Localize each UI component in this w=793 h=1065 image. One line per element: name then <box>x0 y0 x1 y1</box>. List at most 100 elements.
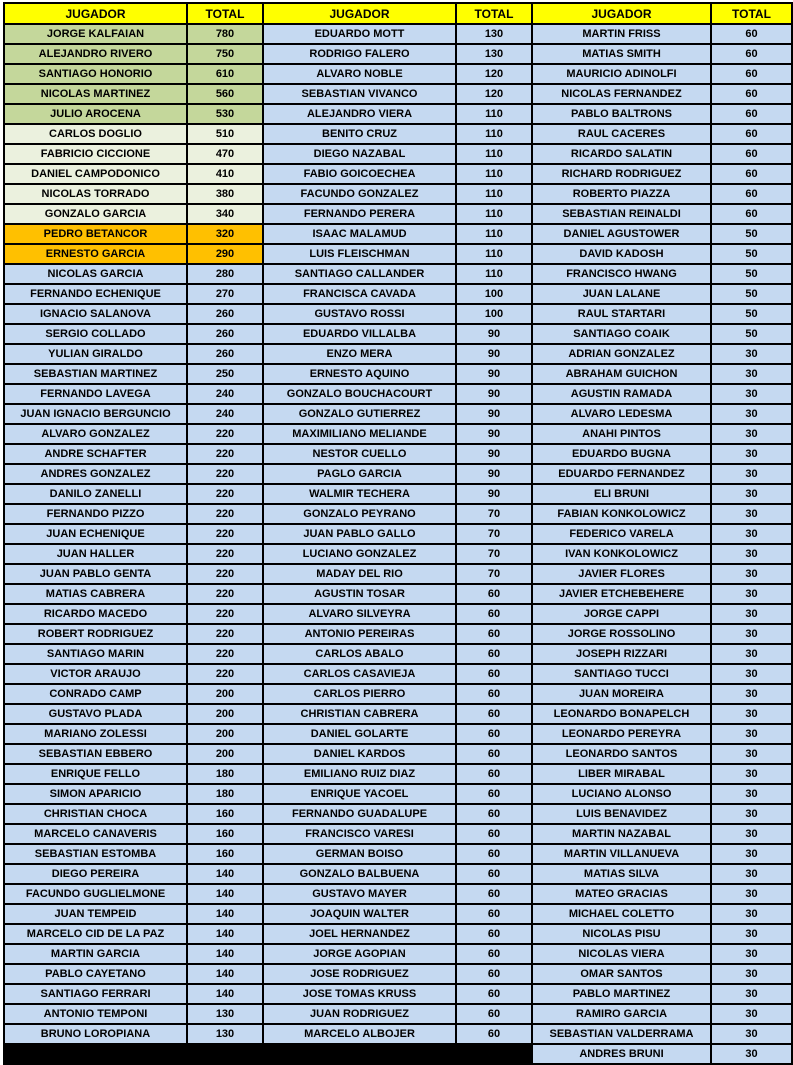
player-total-cell: 60 <box>710 23 793 45</box>
player-row: ANDRES GONZALEZ 220 PAGLO GARCIA 90 EDUARDO … <box>3 463 793 485</box>
player-name-cell: MATIAS CABRERA <box>3 583 188 605</box>
player-total-cell: 60 <box>455 603 533 625</box>
player-name-cell: JAVIER FLORES <box>531 563 712 585</box>
player-total-cell: 260 <box>186 343 264 365</box>
player-total-cell: 140 <box>186 983 264 1005</box>
player-name-cell: JOSE RODRIGUEZ <box>262 963 457 985</box>
player-name-cell: ANTONIO PEREIRAS <box>262 623 457 645</box>
player-total-cell: 100 <box>455 303 533 325</box>
player-total-cell: 60 <box>455 963 533 985</box>
player-name-cell: NESTOR CUELLO <box>262 443 457 465</box>
standings-table-body: JORGE KALFAIAN 780 EDUARDO MOTT 130 MARTIN F… <box>3 23 793 1065</box>
player-name-cell: SEBASTIAN MARTINEZ <box>3 363 188 385</box>
player-total-cell: 340 <box>186 203 264 225</box>
player-name-cell: ALVARO NOBLE <box>262 63 457 85</box>
player-name-cell: PABLO BALTRONS <box>531 103 712 125</box>
player-total-cell: 380 <box>186 183 264 205</box>
player-total-cell: 110 <box>455 123 533 145</box>
player-name-cell: NICOLAS MARTINEZ <box>3 83 188 105</box>
player-row: ANDRE SCHAFTER 220 NESTOR CUELLO 90 EDUARDO … <box>3 443 793 465</box>
player-total-cell: 60 <box>710 123 793 145</box>
player-total-cell: 30 <box>710 983 793 1005</box>
player-name-cell: FERNANDO PERERA <box>262 203 457 225</box>
player-name-cell: LUCIANO ALONSO <box>531 783 712 805</box>
player-total-cell: 140 <box>186 963 264 985</box>
player-total-cell: 270 <box>186 283 264 305</box>
player-total-cell: 110 <box>455 143 533 165</box>
player-name-cell: DANIEL GOLARTE <box>262 723 457 745</box>
player-name-cell: LEONARDO PEREYRA <box>531 723 712 745</box>
player-total-cell: 50 <box>710 263 793 285</box>
player-name-cell: CHRISTIAN CHOCA <box>3 803 188 825</box>
player-total-cell: 250 <box>186 363 264 385</box>
player-total-cell: 110 <box>455 103 533 125</box>
column-header-total-1: TOTAL <box>186 2 264 25</box>
player-row: PABLO CAYETANO 140 JOSE RODRIGUEZ 60 OMAR SA… <box>3 963 793 985</box>
player-name-cell: DANIEL KARDOS <box>262 743 457 765</box>
player-total-cell: 30 <box>710 723 793 745</box>
player-name-cell: ABRAHAM GUICHON <box>531 363 712 385</box>
player-name-cell: GONZALO BOUCHACOURT <box>262 383 457 405</box>
player-total-cell: 220 <box>186 603 264 625</box>
player-name-cell: MARCELO CANAVERIS <box>3 823 188 845</box>
player-total-cell: 560 <box>186 83 264 105</box>
player-name-cell: RAMIRO GARCIA <box>531 1003 712 1025</box>
player-total-cell: 320 <box>186 223 264 245</box>
player-name-cell: OMAR SANTOS <box>531 963 712 985</box>
player-row: MARIANO ZOLESSI 200 DANIEL GOLARTE 60 LEONAR… <box>3 723 793 745</box>
player-total-cell: 140 <box>186 883 264 905</box>
player-total-cell: 220 <box>186 623 264 645</box>
player-total-cell: 220 <box>186 483 264 505</box>
player-name-cell: SANTIAGO TUCCI <box>531 663 712 685</box>
player-total-cell: 110 <box>455 263 533 285</box>
player-name-cell: ANTONIO TEMPONI <box>3 1003 188 1025</box>
player-total-cell: 30 <box>710 463 793 485</box>
player-total-cell: 140 <box>186 943 264 965</box>
player-name-cell: DAVID KADOSH <box>531 243 712 265</box>
player-name-cell: ALVARO LEDESMA <box>531 403 712 425</box>
player-total-cell: 200 <box>186 743 264 765</box>
player-total-cell: 160 <box>186 803 264 825</box>
player-total-cell: 90 <box>455 323 533 345</box>
player-name-cell: GERMAN BOISO <box>262 843 457 865</box>
player-total-cell: 410 <box>186 163 264 185</box>
player-row: MATIAS CABRERA 220 AGUSTIN TOSAR 60 JAVIER E… <box>3 583 793 605</box>
player-total-cell: 30 <box>710 823 793 845</box>
player-total-cell: 220 <box>186 543 264 565</box>
player-total-cell <box>186 1043 264 1065</box>
player-name-cell: RICARDO MACEDO <box>3 603 188 625</box>
player-name-cell: MARTIN NAZABAL <box>531 823 712 845</box>
player-name-cell: CONRADO CAMP <box>3 683 188 705</box>
player-row: CONRADO CAMP 200 CARLOS PIERRO 60 JUAN MOREI… <box>3 683 793 705</box>
player-name-cell: GUSTAVO ROSSI <box>262 303 457 325</box>
player-total-cell: 60 <box>455 703 533 725</box>
player-total-cell: 130 <box>186 1023 264 1045</box>
player-total-cell: 30 <box>710 883 793 905</box>
player-name-cell: ROBERT RODRIGUEZ <box>3 623 188 645</box>
player-total-cell: 30 <box>710 803 793 825</box>
player-total-cell: 510 <box>186 123 264 145</box>
player-name-cell: CARLOS CASAVIEJA <box>262 663 457 685</box>
player-name-cell: BRUNO LOROPIANA <box>3 1023 188 1045</box>
player-name-cell: LUIS FLEISCHMAN <box>262 243 457 265</box>
standings-table: JUGADOR TOTAL JUGADOR TOTAL JUGADOR TOTA… <box>3 2 793 1065</box>
player-name-cell: MATIAS SILVA <box>531 863 712 885</box>
player-row: DANILO ZANELLI 220 WALMIR TECHERA 90 ELI BRU… <box>3 483 793 505</box>
player-name-cell: FACUNDO GONZALEZ <box>262 183 457 205</box>
player-name-cell: RAUL CACERES <box>531 123 712 145</box>
player-row: JORGE KALFAIAN 780 EDUARDO MOTT 130 MARTIN F… <box>3 23 793 45</box>
player-total-cell: 70 <box>455 523 533 545</box>
player-name-cell: ANDRE SCHAFTER <box>3 443 188 465</box>
player-row: FABRICIO CICCIONE 470 DIEGO NAZABAL 110 RICA… <box>3 143 793 165</box>
player-row: JUAN IGNACIO BERGUNCIO 240 GONZALO GUTIERR… <box>3 403 793 425</box>
player-total-cell: 30 <box>710 503 793 525</box>
player-total-cell: 30 <box>710 923 793 945</box>
player-total-cell: 30 <box>710 1003 793 1025</box>
player-name-cell: SANTIAGO CALLANDER <box>262 263 457 285</box>
player-total-cell: 30 <box>710 663 793 685</box>
player-row: ERNESTO GARCIA 290 LUIS FLEISCHMAN 110 DAVID… <box>3 243 793 265</box>
player-total-cell: 260 <box>186 303 264 325</box>
player-name-cell: JUAN ECHENIQUE <box>3 523 188 545</box>
